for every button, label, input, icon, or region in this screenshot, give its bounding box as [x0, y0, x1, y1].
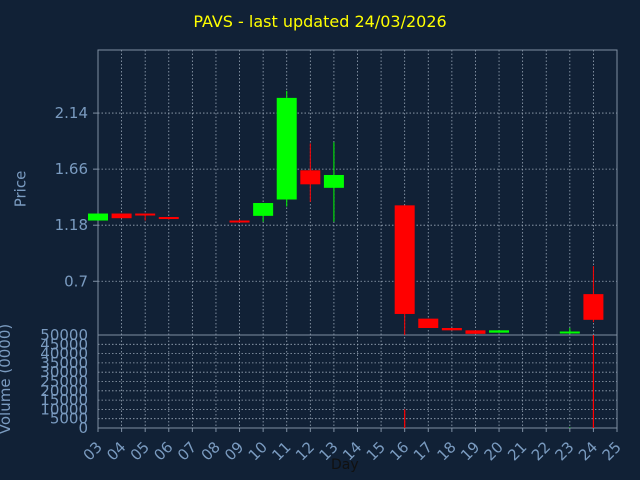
x-tick-label: 03	[80, 438, 106, 464]
x-tick-label: 10	[245, 438, 271, 464]
x-tick-label: 25	[599, 438, 625, 464]
price-tick-label: 0.7	[64, 272, 88, 290]
candle-body	[489, 330, 510, 333]
x-tick-label: 13	[316, 438, 342, 464]
x-tick-label: 18	[433, 438, 459, 464]
volume-tick-label: 50000	[40, 326, 88, 344]
x-tick-label: 17	[410, 438, 436, 464]
candle-body	[418, 318, 439, 328]
x-tick-label: 24	[575, 438, 601, 464]
x-tick-label: 05	[127, 438, 153, 464]
price-tick-label: 1.66	[55, 160, 88, 178]
candle-body	[441, 327, 462, 331]
candle-body	[394, 205, 415, 314]
volume-tick-label: 10000	[40, 400, 88, 418]
volume-tick-label: 20000	[40, 382, 88, 400]
x-tick-label: 11	[268, 438, 294, 464]
x-tick-label: 15	[363, 438, 389, 464]
x-tick-label: 22	[528, 438, 554, 464]
price-tick-label: 1.18	[55, 216, 88, 234]
volume-tick-label: 25000	[40, 373, 88, 391]
volume-tick-label: 35000	[40, 354, 88, 372]
x-tick-label: 23	[551, 438, 577, 464]
candle-body	[300, 170, 321, 185]
candle-body	[111, 213, 132, 219]
x-tick-label: 09	[221, 438, 247, 464]
candle-body	[135, 213, 156, 216]
x-tick-label: 07	[174, 438, 200, 464]
chart-title: PAVS - last updated 24/03/2026	[193, 12, 447, 31]
x-tick-label: 06	[150, 438, 176, 464]
volume-tick-label: 15000	[40, 391, 88, 409]
x-tick-label: 14	[339, 438, 365, 464]
candle-body	[158, 217, 179, 220]
candle-body	[253, 203, 274, 216]
candle-body	[88, 213, 108, 221]
volume-tick-label: 5000	[50, 410, 88, 428]
x-tick-label: 08	[198, 438, 224, 464]
x-tick-label: 20	[481, 438, 507, 464]
candle-body	[559, 331, 580, 334]
x-tick-label: 12	[292, 438, 318, 464]
x-tick-label: 19	[457, 438, 483, 464]
volume-tick-label: 30000	[40, 363, 88, 381]
x-tick-label: 04	[103, 438, 129, 464]
candle-body	[583, 294, 604, 320]
candle-body	[276, 97, 297, 200]
candle-body	[323, 174, 344, 188]
x-tick-label: 16	[386, 438, 412, 464]
x-tick-label: 21	[504, 438, 530, 464]
x-axis-label: Day	[331, 457, 359, 473]
volume-tick-label: 40000	[40, 345, 88, 363]
price-tick-label: 2.14	[55, 104, 88, 122]
candle-body	[465, 330, 486, 334]
candle-body	[229, 220, 250, 223]
volume-tick-label: 0	[78, 419, 88, 437]
volume-tick-label: 45000	[40, 335, 88, 353]
